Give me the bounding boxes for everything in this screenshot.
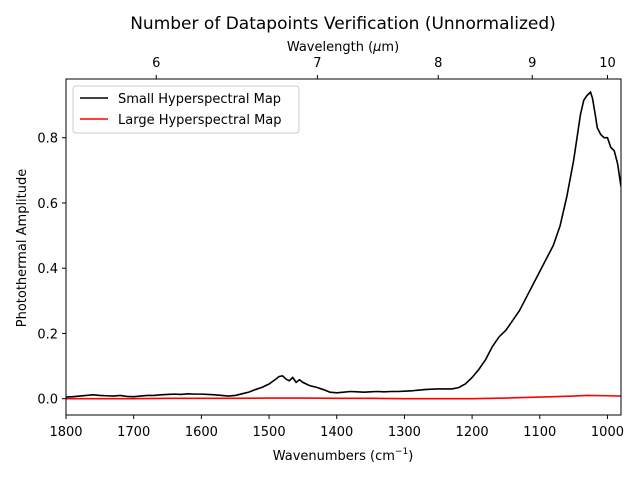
legend-box	[72, 85, 300, 134]
top-axis-label-mu: μ	[372, 40, 381, 55]
top-tick-label: 10	[599, 56, 616, 71]
x-tick-label: 1300	[388, 425, 421, 440]
y-tick-label: 0.4	[37, 262, 58, 277]
chart-title: Number of Datapoints Verification (Unnor…	[130, 14, 556, 34]
x-tick-label: 1800	[49, 425, 82, 440]
y-tick-label: 0.8	[37, 132, 58, 147]
x-tick-label: 1700	[117, 425, 150, 440]
x-tick-label: 1400	[320, 425, 353, 440]
legend-label-large-hyperspectral-map: Large Hyperspectral Map	[118, 113, 282, 128]
top-tick-label: 6	[152, 56, 160, 71]
x-tick-label: 1000	[591, 425, 624, 440]
legend-label-small-hyperspectral-map: Small Hyperspectral Map	[118, 92, 281, 107]
top-tick-label: 8	[434, 56, 442, 71]
top-axis-ticks: 6 7 8 9 10	[152, 56, 616, 79]
x-tick-label: 1500	[253, 425, 286, 440]
y-axis-label: Photothermal Amplitude	[15, 169, 30, 328]
x-axis-label-sup: −1	[395, 447, 408, 457]
top-axis-label-text: Wavelength (	[287, 40, 373, 55]
x-axis-label: Wavenumbers (cm−1)	[273, 447, 414, 464]
x-tick-label: 1100	[523, 425, 556, 440]
x-axis-ticks: 1800 1700 1600 1500 1400 1300 1200 1100 1000	[49, 415, 624, 440]
x-axis-label-close: )	[408, 449, 413, 464]
series-line-large-hyperspectral-map	[66, 394, 621, 400]
y-axis-ticks: 0.0 0.2 0.4 0.6 0.8	[37, 132, 66, 408]
series-line-small-hyperspectral-map	[66, 90, 621, 398]
legend: Small Hyperspectral Map Large Hyperspect…	[72, 85, 300, 134]
x-tick-label: 1200	[456, 425, 489, 440]
y-tick-label: 0.0	[37, 393, 58, 408]
top-axis-label: Wavelength (μm)	[287, 40, 399, 55]
x-tick-label: 1600	[185, 425, 218, 440]
top-tick-label: 9	[528, 56, 536, 71]
series-layer	[66, 90, 621, 400]
top-tick-label: 7	[313, 56, 321, 71]
top-axis-label-unit: m)	[381, 40, 399, 55]
x-axis-label-text: Wavenumbers (cm	[273, 449, 395, 464]
y-tick-label: 0.2	[37, 327, 58, 342]
plot-frame	[65, 78, 622, 416]
y-tick-label: 0.6	[37, 197, 58, 212]
